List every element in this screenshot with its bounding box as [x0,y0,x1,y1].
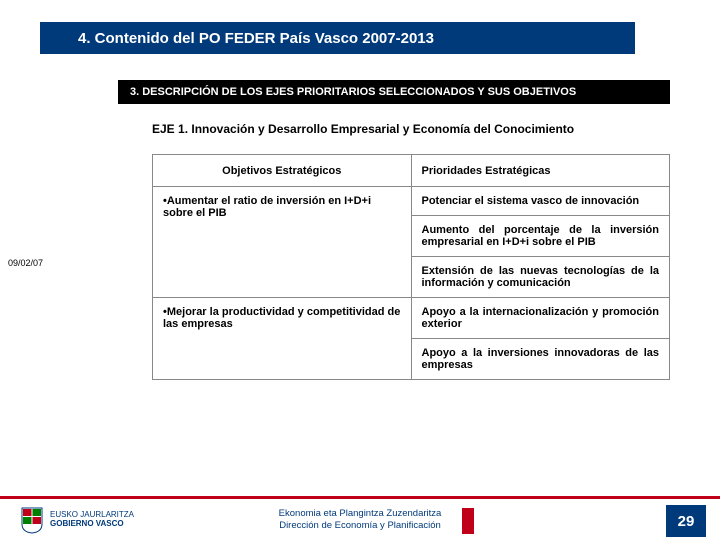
table-header-objetivos: Objetivos Estratégicos [153,155,412,187]
subtitle-bar: 3. DESCRIPCIÓN DE LOS EJES PRIORITARIOS … [118,80,670,104]
table-row: •Mejorar la productividad y competitivid… [153,298,670,339]
cell-prioridad-3: Extensión de las nuevas tecnologías de l… [411,257,670,298]
title-bar: 4. Contenido del PO FEDER País Vasco 200… [40,22,635,54]
cell-objetivo-1: •Aumentar el ratio de inversión en I+D+i… [153,187,412,298]
logo-line-gobierno: GOBIERNO VASCO [50,520,134,529]
subtitle-text: 3. DESCRIPCIÓN DE LOS EJES PRIORITARIOS … [130,86,576,98]
table-row: •Aumentar el ratio de inversión en I+D+i… [153,187,670,216]
footer-center-line1: Ekonomia eta Plangintza Zuzendaritza [279,508,442,519]
table-header-prioridades: Prioridades Estratégicas [411,155,670,187]
cell-prioridad-4: Apoyo a la internacionalización y promoc… [411,298,670,339]
logo-text: EUSKO JAURLARITZA GOBIERNO VASCO [50,511,134,529]
section-heading: EJE 1. Innovación y Desarrollo Empresari… [152,122,672,136]
footer: EUSKO JAURLARITZA GOBIERNO VASCO Ekonomi… [0,496,720,540]
cell-prioridad-2: Aumento del porcentaje de la inversión e… [411,216,670,257]
cell-prioridad-5: Apoyo a la inversiones innovadoras de la… [411,339,670,380]
cell-prioridad-1: Potenciar el sistema vasco de innovación [411,187,670,216]
footer-red-accent [462,508,474,534]
basque-shield-icon [20,506,44,534]
page-title: 4. Contenido del PO FEDER País Vasco 200… [78,30,434,47]
page-number: 29 [666,505,706,537]
footer-center: Ekonomia eta Plangintza Zuzendaritza Dir… [279,508,442,531]
cell-objetivo-2: •Mejorar la productividad y competitivid… [153,298,412,380]
strategic-table: Objetivos Estratégicos Prioridades Estra… [152,154,670,380]
logo-area: EUSKO JAURLARITZA GOBIERNO VASCO [20,506,134,534]
date-label: 09/02/07 [8,258,43,268]
footer-center-line2: Dirección de Economía y Planificación [279,520,442,531]
